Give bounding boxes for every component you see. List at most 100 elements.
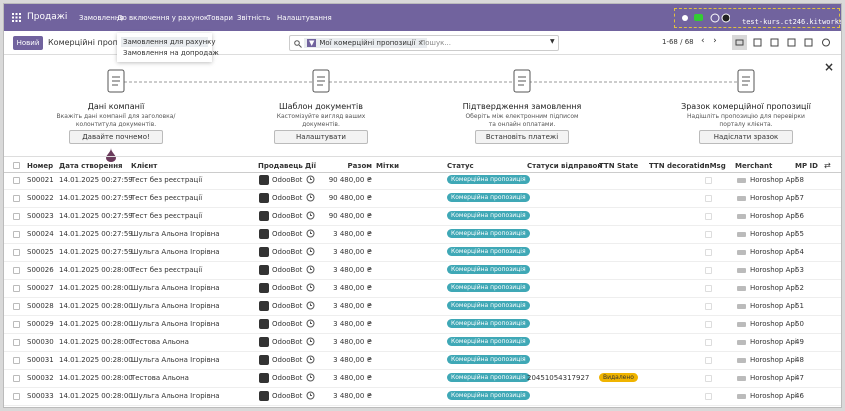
column-header[interactable]: InMsg	[702, 162, 726, 170]
order-number[interactable]: S00032	[27, 374, 54, 382]
menu-item[interactable]: До включення у рахунок	[117, 14, 209, 22]
row-checkbox[interactable]	[13, 357, 20, 364]
row-border	[4, 261, 841, 262]
column-header[interactable]: Продавець	[258, 162, 303, 170]
order-number[interactable]: S00026	[27, 266, 54, 274]
order-number[interactable]: S00023	[27, 212, 54, 220]
column-header[interactable]: Номер	[27, 162, 54, 170]
step-button[interactable]: Надіслати зразок	[699, 130, 793, 144]
avatar	[259, 391, 269, 401]
activity-icon[interactable]	[306, 229, 315, 238]
column-header[interactable]: Мітки	[376, 162, 400, 170]
row-checkbox[interactable]	[13, 249, 20, 256]
date: 14.01.2025 00:28:00	[59, 374, 133, 382]
column-header[interactable]: Клієнт	[131, 162, 158, 170]
row-checkbox[interactable]	[13, 303, 20, 310]
menu-item[interactable]: Звітність	[237, 14, 271, 22]
column-header[interactable]: Дата створення	[59, 162, 123, 170]
activity-icon[interactable]	[306, 373, 315, 382]
order-number[interactable]: S00024	[27, 230, 54, 238]
systray-icons[interactable]	[680, 12, 730, 24]
search-input[interactable]: Пошук...	[420, 39, 451, 47]
search-box[interactable]: ▼ Мої комерційні пропозиції × Пошук... ▼	[289, 35, 559, 51]
activity-icon[interactable]	[306, 193, 315, 202]
dropdown-item[interactable]: Замовлення для рахунку	[121, 37, 216, 47]
row-checkbox[interactable]	[13, 267, 20, 274]
column-header[interactable]: Статуси відправок	[527, 162, 603, 170]
search-facet[interactable]: ▼ Мої комерційні пропозиції ×	[304, 38, 427, 48]
menu-item[interactable]: Замовлення	[79, 14, 124, 22]
menu-item[interactable]: Товари	[207, 14, 233, 22]
merchant: Horoshop Api	[750, 176, 797, 184]
inmsg-checkbox	[705, 375, 712, 382]
column-header[interactable]: Разом	[347, 162, 372, 170]
order-number[interactable]: S00027	[27, 284, 54, 292]
total: 3 480,00 ₴	[333, 356, 372, 364]
facet-label: Мої комерційні пропозиції	[319, 39, 416, 47]
activity-icon[interactable]	[306, 319, 315, 328]
row-border	[4, 369, 841, 370]
view-switcher[interactable]	[732, 35, 840, 50]
merchant: Horoshop Api	[750, 230, 797, 238]
search-toggle[interactable]: ▼	[550, 38, 555, 45]
app-name[interactable]: Продажі	[27, 12, 68, 22]
row-checkbox[interactable]	[13, 375, 20, 382]
activity-icon[interactable]	[306, 211, 315, 220]
inmsg-checkbox	[705, 321, 712, 328]
select-all[interactable]	[13, 162, 20, 169]
dropdown-item[interactable]: Замовлення на допродаж	[123, 49, 219, 57]
step-button[interactable]: Налаштувати	[274, 130, 368, 144]
order-number[interactable]: S00030	[27, 338, 54, 346]
row-border	[4, 243, 841, 244]
merchant: Horoshop Api	[750, 284, 797, 292]
merchant: Horoshop Api	[750, 302, 797, 310]
column-settings[interactable]: ⇄	[824, 161, 831, 170]
dropdown: Замовлення для рахунку Замовлення на доп…	[117, 33, 219, 62]
order-number[interactable]: S00033	[27, 392, 54, 400]
order-number[interactable]: S00028	[27, 302, 54, 310]
activity-icon[interactable]	[306, 247, 315, 256]
new-button[interactable]: Новий	[13, 36, 43, 50]
activity-icon[interactable]	[306, 355, 315, 364]
pager-nav[interactable]: ‹ ›	[701, 36, 717, 46]
close-onboarding[interactable]: ×	[824, 60, 835, 74]
row-checkbox[interactable]	[13, 285, 20, 292]
order-number[interactable]: S00021	[27, 176, 54, 184]
step-button[interactable]: Встановіть платежі	[475, 130, 569, 144]
activity-icon[interactable]	[306, 337, 315, 346]
row-checkbox[interactable]	[13, 339, 20, 346]
order-number[interactable]: S00029	[27, 320, 54, 328]
column-header[interactable]: Статус	[447, 162, 474, 170]
row-checkbox[interactable]	[13, 213, 20, 220]
row-checkbox[interactable]	[13, 195, 20, 202]
activity-icon[interactable]	[306, 175, 315, 184]
mp-id: 57	[795, 194, 804, 202]
row-checkbox[interactable]	[13, 231, 20, 238]
row-border	[4, 279, 841, 280]
column-header[interactable]: TTN decoration	[649, 162, 710, 170]
mp-id: 53	[795, 266, 804, 274]
activity-icon[interactable]	[306, 283, 315, 292]
column-header[interactable]: TTN State	[599, 162, 639, 170]
row-checkbox[interactable]	[13, 177, 20, 184]
step-button[interactable]: Давайте почнемо!	[69, 130, 163, 144]
facet-remove[interactable]: ×	[417, 39, 424, 47]
total: 90 480,00 ₴	[328, 212, 372, 220]
order-number[interactable]: S00031	[27, 356, 54, 364]
row-checkbox[interactable]	[13, 393, 20, 400]
row-checkbox[interactable]	[13, 321, 20, 328]
menu-item[interactable]: Налаштування	[277, 14, 332, 22]
order-number[interactable]: S00025	[27, 248, 54, 256]
activity-icon[interactable]	[306, 391, 315, 400]
activity-icon[interactable]	[306, 301, 315, 310]
instance-name[interactable]: test-kurs.ct246.kitworks...	[742, 18, 841, 26]
status: Комерційна пропозиція	[447, 355, 530, 364]
order-number[interactable]: S00022	[27, 194, 54, 202]
apps-icon[interactable]	[12, 13, 21, 22]
activity-icon[interactable]	[306, 265, 315, 274]
merchant: Horoshop Api	[750, 374, 797, 382]
inmsg-checkbox	[705, 393, 712, 400]
column-header[interactable]: MP ID	[795, 162, 818, 170]
column-header[interactable]: Merchant	[735, 162, 773, 170]
column-header[interactable]: Дії	[305, 162, 317, 170]
